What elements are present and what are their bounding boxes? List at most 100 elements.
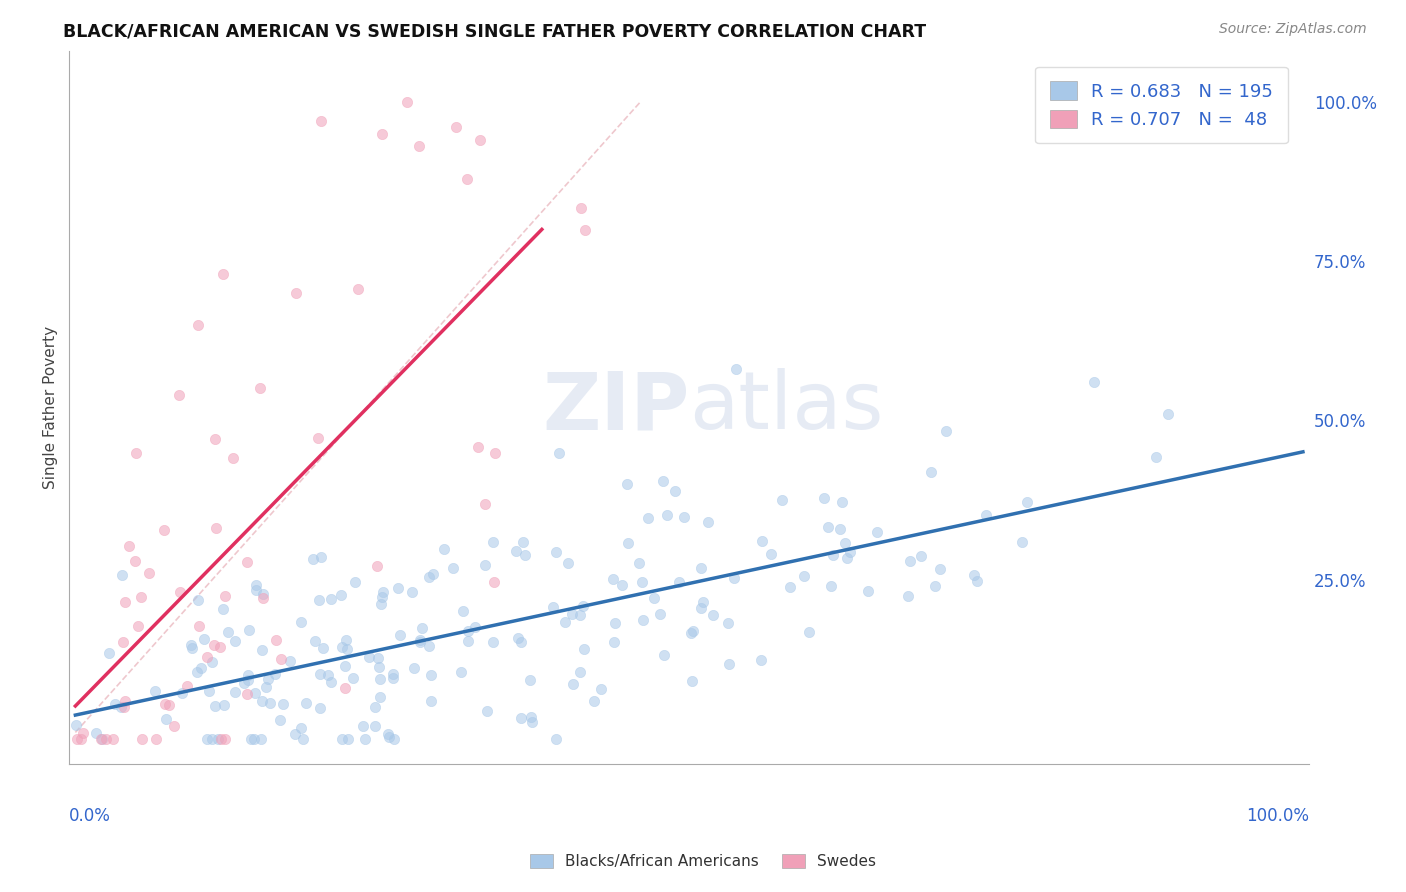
- Point: [98, 647, 121, 661]
- Point: [239, 731, 262, 746]
- Point: [359, 650, 381, 665]
- Point: [209, 731, 232, 746]
- Point: [347, 282, 370, 296]
- Point: [193, 632, 215, 646]
- Point: [316, 668, 339, 682]
- Point: [929, 562, 952, 576]
- Legend: Blacks/African Americans, Swedes: Blacks/African Americans, Swedes: [524, 848, 882, 875]
- Point: [924, 579, 946, 593]
- Point: [697, 516, 720, 530]
- Point: [898, 554, 921, 568]
- Point: [232, 676, 254, 690]
- Point: [474, 558, 496, 573]
- Point: [308, 593, 330, 607]
- Point: [557, 557, 579, 571]
- Point: [273, 697, 295, 711]
- Point: [243, 686, 266, 700]
- Point: [264, 633, 287, 648]
- Point: [422, 567, 444, 582]
- Point: [238, 673, 260, 687]
- Point: [591, 681, 613, 696]
- Point: [181, 640, 204, 655]
- Point: [209, 640, 232, 655]
- Point: [330, 731, 353, 746]
- Point: [252, 643, 274, 657]
- Point: [572, 599, 595, 613]
- Point: [335, 681, 357, 695]
- Point: [309, 701, 332, 715]
- Point: [311, 549, 333, 564]
- Point: [569, 665, 592, 679]
- Point: [236, 555, 259, 569]
- Point: [284, 727, 307, 741]
- Point: [856, 583, 879, 598]
- Point: [817, 520, 839, 534]
- Point: [201, 655, 224, 669]
- Point: [186, 665, 208, 679]
- Point: [370, 690, 392, 705]
- Point: [224, 685, 246, 699]
- Point: [269, 713, 291, 727]
- Point: [544, 545, 567, 559]
- Point: [770, 492, 793, 507]
- Point: [444, 120, 467, 135]
- Point: [749, 653, 772, 667]
- Point: [679, 626, 702, 640]
- Point: [309, 667, 332, 681]
- Point: [510, 711, 533, 725]
- Point: [187, 619, 209, 633]
- Point: [519, 673, 541, 688]
- Point: [214, 731, 236, 746]
- Point: [1017, 495, 1039, 509]
- Point: [484, 446, 506, 460]
- Point: [648, 607, 671, 621]
- Point: [544, 731, 567, 746]
- Point: [408, 633, 430, 648]
- Point: [72, 726, 94, 740]
- Point: [212, 698, 235, 712]
- Point: [236, 687, 259, 701]
- Point: [1011, 535, 1033, 549]
- Point: [793, 569, 815, 583]
- Point: [201, 731, 224, 746]
- Point: [302, 552, 325, 566]
- Point: [101, 731, 124, 746]
- Point: [172, 686, 194, 700]
- Point: [367, 651, 389, 665]
- Text: atlas: atlas: [689, 368, 883, 447]
- Point: [70, 731, 93, 746]
- Point: [433, 541, 456, 556]
- Point: [344, 575, 367, 590]
- Point: [404, 661, 426, 675]
- Point: [204, 432, 226, 446]
- Point: [668, 574, 690, 589]
- Point: [285, 285, 308, 300]
- Point: [419, 693, 441, 707]
- Point: [457, 624, 479, 638]
- Point: [617, 536, 640, 550]
- Point: [602, 635, 624, 649]
- Point: [457, 634, 479, 648]
- Point: [631, 613, 654, 627]
- Point: [897, 589, 920, 603]
- Point: [307, 431, 329, 445]
- Point: [835, 551, 858, 566]
- Point: [290, 615, 312, 629]
- Point: [245, 583, 267, 598]
- Point: [935, 424, 957, 438]
- Point: [866, 525, 889, 540]
- Point: [330, 640, 353, 654]
- Point: [290, 721, 312, 735]
- Point: [333, 659, 356, 673]
- Point: [368, 672, 391, 686]
- Point: [295, 696, 318, 710]
- Point: [484, 575, 506, 590]
- Point: [602, 572, 624, 586]
- Point: [238, 623, 260, 637]
- Point: [236, 667, 259, 681]
- Point: [441, 561, 464, 575]
- Point: [204, 699, 226, 714]
- Point: [681, 673, 703, 688]
- Point: [125, 446, 148, 460]
- Point: [562, 676, 585, 690]
